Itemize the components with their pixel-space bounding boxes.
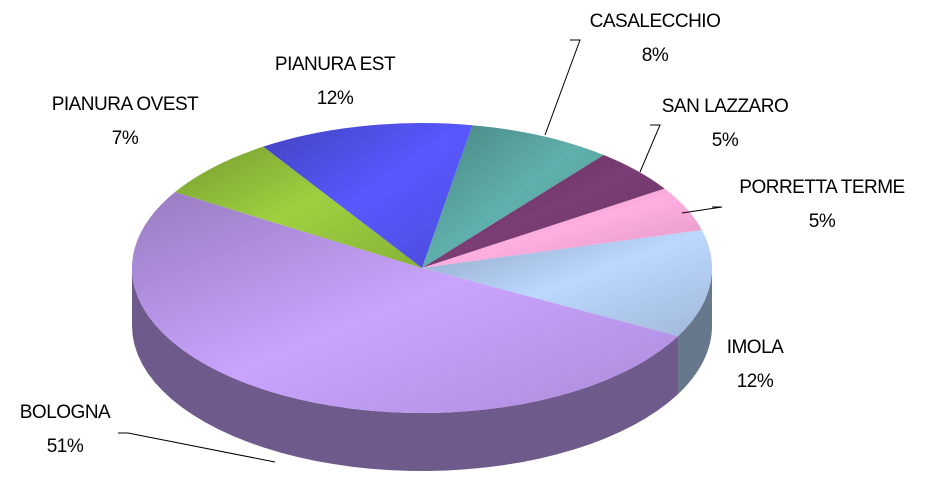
pie-slice [131,192,679,414]
slice-label: IMOLA [727,337,784,358]
leader-line [544,39,581,136]
slice-label: SAN LAZZARO [662,96,788,117]
leader-line [118,432,276,463]
slice-value-label: 12% [737,371,774,392]
slice-label: BOLOGNA [20,402,111,423]
slice-value-label: 7% [112,128,139,149]
pie-slice [422,154,665,268]
slice-value-label: 5% [712,130,739,151]
slice-label: PIANURA OVEST [52,94,199,115]
pie-slice [422,229,712,337]
pie-slice [422,188,702,268]
slice-value-label: 8% [642,45,669,66]
pie-slice [422,125,604,268]
leader-line [681,206,723,214]
slice-side [132,268,679,471]
slice-label: PORRETTA TERME [739,177,904,198]
leader-line [639,124,661,173]
pie-slice [263,123,473,268]
slice-value-label: 5% [809,211,836,232]
slice-value-label: 12% [317,88,354,109]
pie-slice [174,146,422,268]
slice-value-label: 51% [47,436,84,457]
slice-label: PIANURA EST [275,54,396,75]
slice-label: CASALECCHIO [590,11,721,32]
slice-side [678,268,712,395]
